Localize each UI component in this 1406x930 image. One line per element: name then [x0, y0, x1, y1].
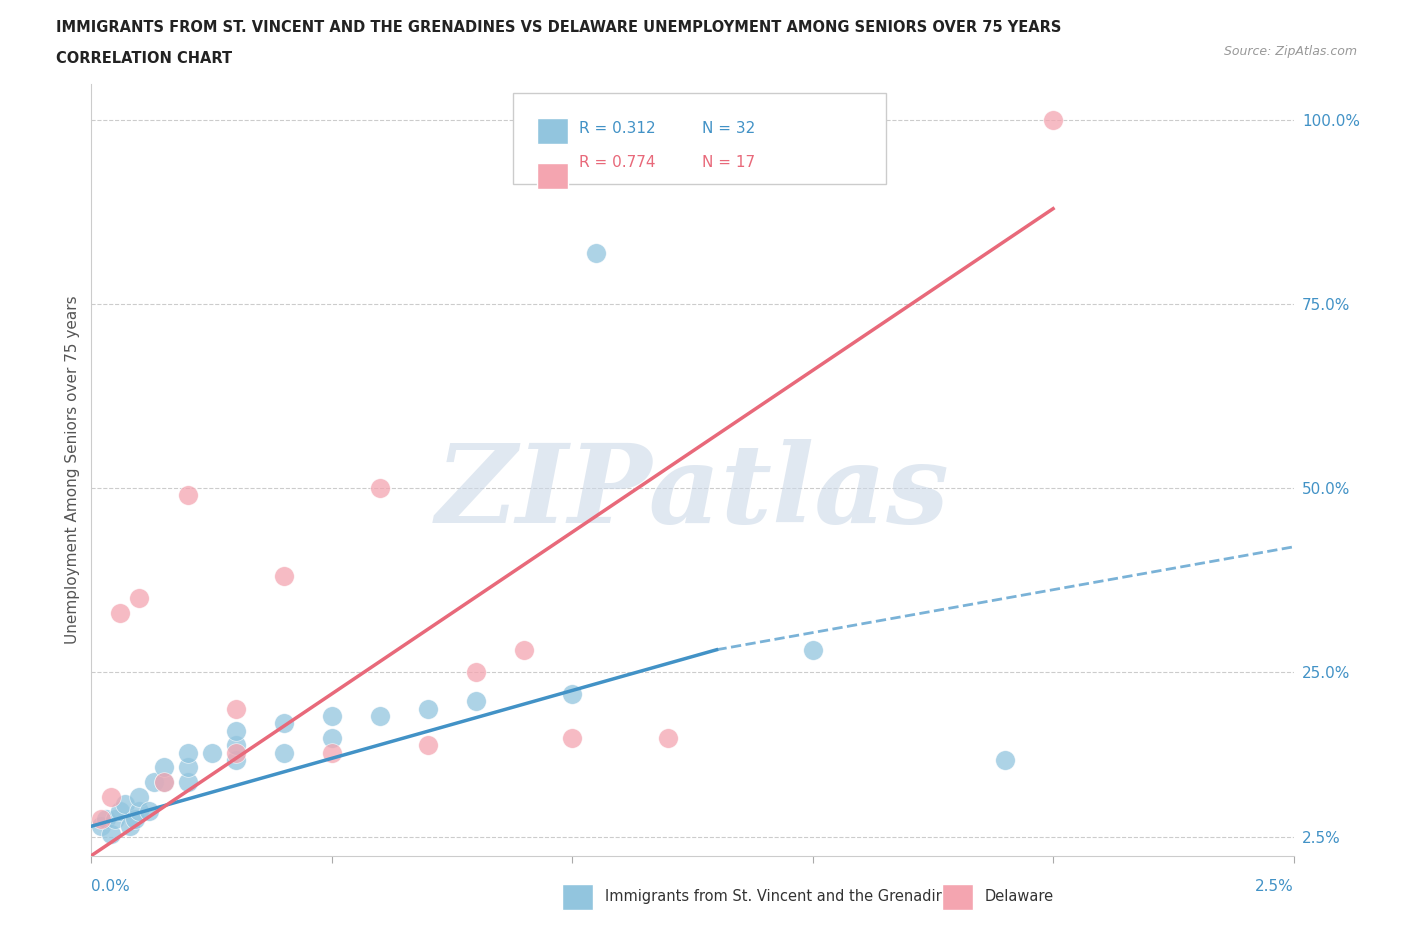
Point: [152, 760, 174, 775]
Text: N = 17: N = 17: [702, 155, 755, 170]
Point: [128, 790, 150, 804]
Point: [138, 804, 160, 819]
Point: [90, 818, 112, 833]
Point: [110, 804, 132, 819]
Text: Source: ZipAtlas.com: Source: ZipAtlas.com: [1223, 45, 1357, 58]
Point: [416, 701, 439, 716]
Point: [416, 737, 439, 752]
Text: IMMIGRANTS FROM ST. VINCENT AND THE GRENADINES VS DELAWARE UNEMPLOYMENT AMONG SE: IMMIGRANTS FROM ST. VINCENT AND THE GREN…: [56, 20, 1062, 35]
Point: [176, 775, 198, 790]
Point: [561, 686, 583, 701]
Text: R = 0.774: R = 0.774: [579, 155, 655, 170]
Point: [225, 745, 247, 760]
Point: [225, 724, 247, 738]
Point: [1042, 113, 1064, 128]
Point: [273, 745, 295, 760]
Point: [152, 775, 174, 790]
Point: [100, 790, 122, 804]
Point: [128, 804, 150, 819]
Point: [114, 797, 136, 812]
Point: [152, 775, 174, 790]
Point: [100, 826, 122, 841]
Point: [657, 731, 679, 746]
Point: [994, 752, 1017, 767]
Text: Delaware: Delaware: [984, 889, 1053, 904]
Text: 2.5%: 2.5%: [1254, 879, 1294, 894]
Point: [201, 745, 224, 760]
Text: R = 0.312: R = 0.312: [579, 122, 655, 137]
Point: [142, 775, 165, 790]
Point: [321, 709, 343, 724]
Point: [585, 246, 607, 260]
Point: [104, 811, 127, 826]
Point: [801, 643, 824, 658]
Point: [321, 745, 343, 760]
Point: [225, 737, 247, 752]
Point: [225, 701, 247, 716]
Point: [176, 745, 198, 760]
Point: [368, 481, 391, 496]
Point: [561, 731, 583, 746]
Point: [110, 605, 132, 620]
Point: [465, 694, 488, 709]
Point: [118, 818, 141, 833]
Point: [94, 811, 117, 826]
Text: ZIPatlas: ZIPatlas: [436, 439, 949, 547]
Text: N = 32: N = 32: [702, 122, 755, 137]
Point: [176, 760, 198, 775]
Y-axis label: Unemployment Among Seniors over 75 years: Unemployment Among Seniors over 75 years: [65, 296, 80, 644]
Point: [90, 811, 112, 826]
Text: CORRELATION CHART: CORRELATION CHART: [56, 51, 232, 66]
Point: [465, 664, 488, 679]
Point: [273, 716, 295, 731]
Text: Immigrants from St. Vincent and the Grenadines: Immigrants from St. Vincent and the Gren…: [605, 889, 962, 904]
Point: [368, 709, 391, 724]
Point: [273, 569, 295, 584]
Point: [128, 591, 150, 605]
Point: [321, 731, 343, 746]
Point: [513, 643, 536, 658]
Text: 0.0%: 0.0%: [91, 879, 131, 894]
Point: [176, 488, 198, 503]
Point: [124, 811, 146, 826]
Point: [225, 752, 247, 767]
